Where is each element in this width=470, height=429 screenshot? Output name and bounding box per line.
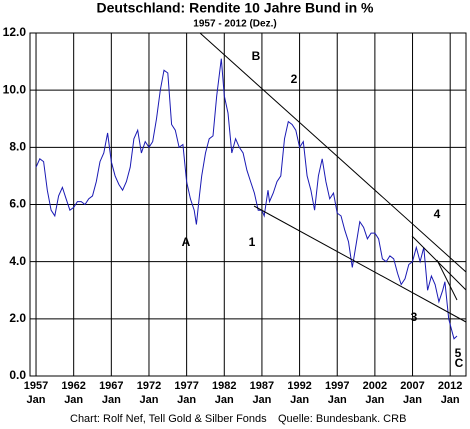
- x-tick-label: 1982 Jan: [212, 380, 237, 406]
- chart-title: Deutschland: Rendite 10 Jahre Bund in %: [97, 0, 374, 16]
- y-tick-label: 8.0: [9, 140, 26, 154]
- plot-frame: [29, 32, 467, 377]
- y-tick-label: 12.0: [3, 25, 27, 39]
- x-tick-label: 2012 Jan: [437, 380, 463, 406]
- credit: Chart: Rolf Nef, Tell Gold & Silber Fond…: [70, 413, 267, 425]
- y-tick-label: 0.0: [9, 368, 26, 382]
- annotation: C: [455, 356, 464, 370]
- annotation: 2: [291, 72, 298, 86]
- trend-line: [253, 205, 467, 323]
- x-tick-label: 1972 Jan: [136, 380, 162, 406]
- annotation: 3: [411, 310, 418, 324]
- annotation: 4: [434, 207, 441, 221]
- x-tick-label: 1962 Jan: [61, 380, 86, 406]
- y-tick-label: 10.0: [3, 82, 27, 96]
- annotation: 1: [249, 235, 256, 249]
- x-tick-label: 1967 Jan: [99, 380, 124, 406]
- y-tick-label: 4.0: [9, 254, 26, 268]
- x-tick-label: 2002 Jan: [362, 380, 388, 406]
- chart-subtitle: 1957 - 2012 (Dez.): [193, 19, 276, 30]
- trend-line: [199, 32, 467, 273]
- y-tick-label: 6.0: [9, 197, 26, 211]
- source: Quelle: Bundesbank. CRB: [278, 413, 406, 425]
- line: [35, 58, 458, 340]
- annotation: 5: [455, 346, 462, 360]
- x-tick-label: 1992 Jan: [287, 380, 312, 406]
- x-tick-label: 1957 Jan: [23, 380, 49, 406]
- annotations: A B 1 2 3 4 5 C: [182, 49, 464, 370]
- x-tick-label: 1997 Jan: [324, 380, 350, 406]
- x-tick-label: 1977 Jan: [174, 380, 199, 406]
- annotation: B: [252, 49, 261, 63]
- x-tick-label: 2007 Jan: [400, 380, 425, 406]
- x-tick-label: 1987 Jan: [249, 380, 275, 406]
- annotation: A: [182, 235, 191, 249]
- trend-lines: [199, 32, 467, 323]
- y-tick-label: 2.0: [9, 311, 26, 325]
- trend-line: [436, 259, 458, 301]
